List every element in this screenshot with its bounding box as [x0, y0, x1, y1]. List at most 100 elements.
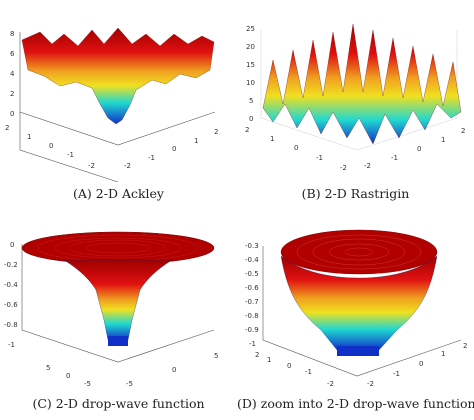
caption-ackley: (A) 2-D Ackley — [0, 186, 237, 201]
figure-panel-drop-wave-zoom: -0.3 -0.4 -0.5 -0.6 -0.7 -0.8 -0.9 -1 2 … — [237, 210, 474, 420]
rastrigin-x-ticks: -2 -1 0 1 2 — [364, 127, 465, 170]
y-tick: 0 — [49, 142, 53, 150]
rastrigin-y-ticks: 2 1 0 -1 -2 — [245, 126, 347, 172]
rastrigin-z-ticks: 0 5 10 15 20 25 — [246, 25, 255, 123]
z-tick: 4 — [10, 70, 15, 78]
caption-text: 2-D Ackley — [95, 186, 164, 201]
ackley-x-ticks: -2 -1 0 1 2 — [124, 128, 218, 170]
drop-wave-zoom-body — [280, 255, 438, 351]
drop-wave-z-ticks: 0 -0.2 -0.4 -0.6 -0.8 -1 — [4, 241, 18, 349]
z-tick: -0.8 — [245, 312, 259, 320]
z-tick: -0.3 — [245, 242, 259, 250]
ackley-floor — [19, 112, 119, 182]
z-tick: -0.9 — [245, 326, 259, 334]
drop-wave-zoom-surface-plot: -0.3 -0.4 -0.5 -0.6 -0.7 -0.8 -0.9 -1 2 … — [245, 229, 467, 388]
y-tick: -1 — [316, 154, 323, 162]
y-tick: 1 — [27, 133, 31, 141]
z-tick: 6 — [10, 50, 15, 58]
x-tick: 2 — [461, 127, 465, 135]
z-tick: 5 — [249, 97, 253, 105]
drop-wave-rim — [21, 231, 215, 265]
z-tick: 15 — [246, 61, 255, 69]
drop-wave-funnel — [63, 259, 173, 341]
caption-drop-wave-zoom: (D) zoom into 2-D drop-wave function — [237, 396, 474, 411]
drop-wave-zoom-base — [337, 346, 379, 356]
ackley-axes — [19, 32, 216, 146]
drop-wave-zoom-y-ticks: 2 1 0 -1 -2 — [255, 351, 334, 388]
y-tick: -2 — [340, 164, 347, 172]
x-tick: 0 — [172, 145, 176, 153]
caption-drop-wave: (C) 2-D drop-wave function — [0, 396, 237, 411]
figure-panel-drop-wave: 0 -0.2 -0.4 -0.6 -0.8 -1 5 0 -5 -5 0 5 (… — [0, 210, 237, 420]
y-tick: -2 — [88, 162, 95, 170]
figure-panel-ackley: 0 2 4 6 8 2 1 0 -1 -2 -2 -1 0 1 2 (A) 2-… — [0, 0, 237, 210]
drop-wave-x-ticks: -5 0 5 — [126, 352, 218, 388]
z-tick: 0 — [10, 241, 14, 249]
x-tick: 2 — [463, 342, 467, 350]
z-tick: 0 — [249, 115, 253, 123]
y-tick: 5 — [46, 364, 50, 372]
ackley-surface — [21, 27, 215, 125]
z-tick: 0 — [10, 110, 14, 118]
z-tick: -0.7 — [245, 298, 259, 306]
y-tick: 2 — [5, 124, 9, 132]
x-tick: -2 — [367, 380, 374, 388]
drop-wave-zoom-rings — [296, 234, 422, 270]
x-tick: 0 — [172, 366, 176, 374]
z-tick: 10 — [246, 79, 255, 87]
z-tick: -1 — [8, 341, 15, 349]
caption-text: 2-D Rastrigin — [324, 186, 410, 201]
z-tick: 20 — [246, 43, 255, 51]
caption-text: zoom into 2-D drop-wave function — [260, 396, 474, 411]
figure-panel-rastrigin: 0 5 10 15 20 25 2 1 0 -1 -2 -2 -1 0 1 2 … — [237, 0, 474, 210]
rastrigin-surface-plot: 0 5 10 15 20 25 2 1 0 -1 -2 -2 -1 0 1 2 — [245, 23, 465, 172]
x-tick: -2 — [124, 162, 131, 170]
y-tick: -1 — [67, 151, 74, 159]
z-tick: 8 — [10, 30, 14, 38]
drop-wave-zoom-z-ticks: -0.3 -0.4 -0.5 -0.6 -0.7 -0.8 -0.9 -1 — [245, 242, 259, 348]
ackley-surface-plot: 0 2 4 6 8 2 1 0 -1 -2 -2 -1 0 1 2 — [5, 27, 218, 182]
x-tick: 2 — [214, 128, 218, 136]
y-tick: -5 — [84, 380, 91, 388]
caption-rastrigin: (B) 2-D Rastrigin — [237, 186, 474, 201]
z-tick: 2 — [10, 90, 14, 98]
drop-wave-tip — [108, 336, 128, 346]
x-tick: -2 — [364, 162, 371, 170]
y-tick: 0 — [294, 144, 298, 152]
ackley-z-ticks: 0 2 4 6 8 — [10, 30, 15, 118]
x-tick: -5 — [126, 380, 133, 388]
y-tick: 1 — [270, 135, 274, 143]
y-tick: 0 — [66, 372, 70, 380]
drop-wave-zoom-top — [280, 229, 438, 275]
x-tick: 1 — [441, 350, 445, 358]
ackley-y-ticks: 2 1 0 -1 -2 — [5, 124, 95, 170]
z-tick: -1 — [249, 340, 256, 348]
z-tick: -0.8 — [4, 321, 18, 329]
y-tick: -1 — [305, 368, 312, 376]
z-tick: -0.6 — [4, 301, 18, 309]
caption-text: 2-D drop-wave function — [55, 396, 205, 411]
x-tick: 0 — [417, 145, 421, 153]
y-tick: 0 — [287, 362, 291, 370]
caption-label: (B) — [301, 186, 321, 201]
caption-label: (C) — [32, 396, 52, 411]
drop-wave-zoom-x-ticks: -2 -1 0 1 2 — [367, 342, 467, 388]
x-tick: -1 — [148, 154, 155, 162]
drop-wave-axes — [21, 244, 215, 363]
drop-wave-surface-plot: 0 -0.2 -0.4 -0.6 -0.8 -1 5 0 -5 -5 0 5 — [4, 231, 218, 388]
rastrigin-surface — [262, 23, 462, 145]
z-tick: -0.4 — [4, 281, 18, 289]
z-tick: -0.6 — [245, 284, 259, 292]
x-tick: 1 — [194, 137, 198, 145]
x-tick: 5 — [214, 352, 218, 360]
y-tick: -2 — [327, 380, 334, 388]
x-tick: 0 — [419, 360, 423, 368]
x-tick: -1 — [393, 370, 400, 378]
z-tick: -0.2 — [4, 261, 18, 269]
z-tick: -0.5 — [245, 270, 259, 278]
drop-wave-zoom-axes — [262, 246, 462, 377]
x-tick: -1 — [391, 154, 398, 162]
caption-label: (A) — [73, 186, 92, 201]
z-tick: 25 — [246, 25, 255, 33]
y-tick: 1 — [267, 356, 271, 364]
